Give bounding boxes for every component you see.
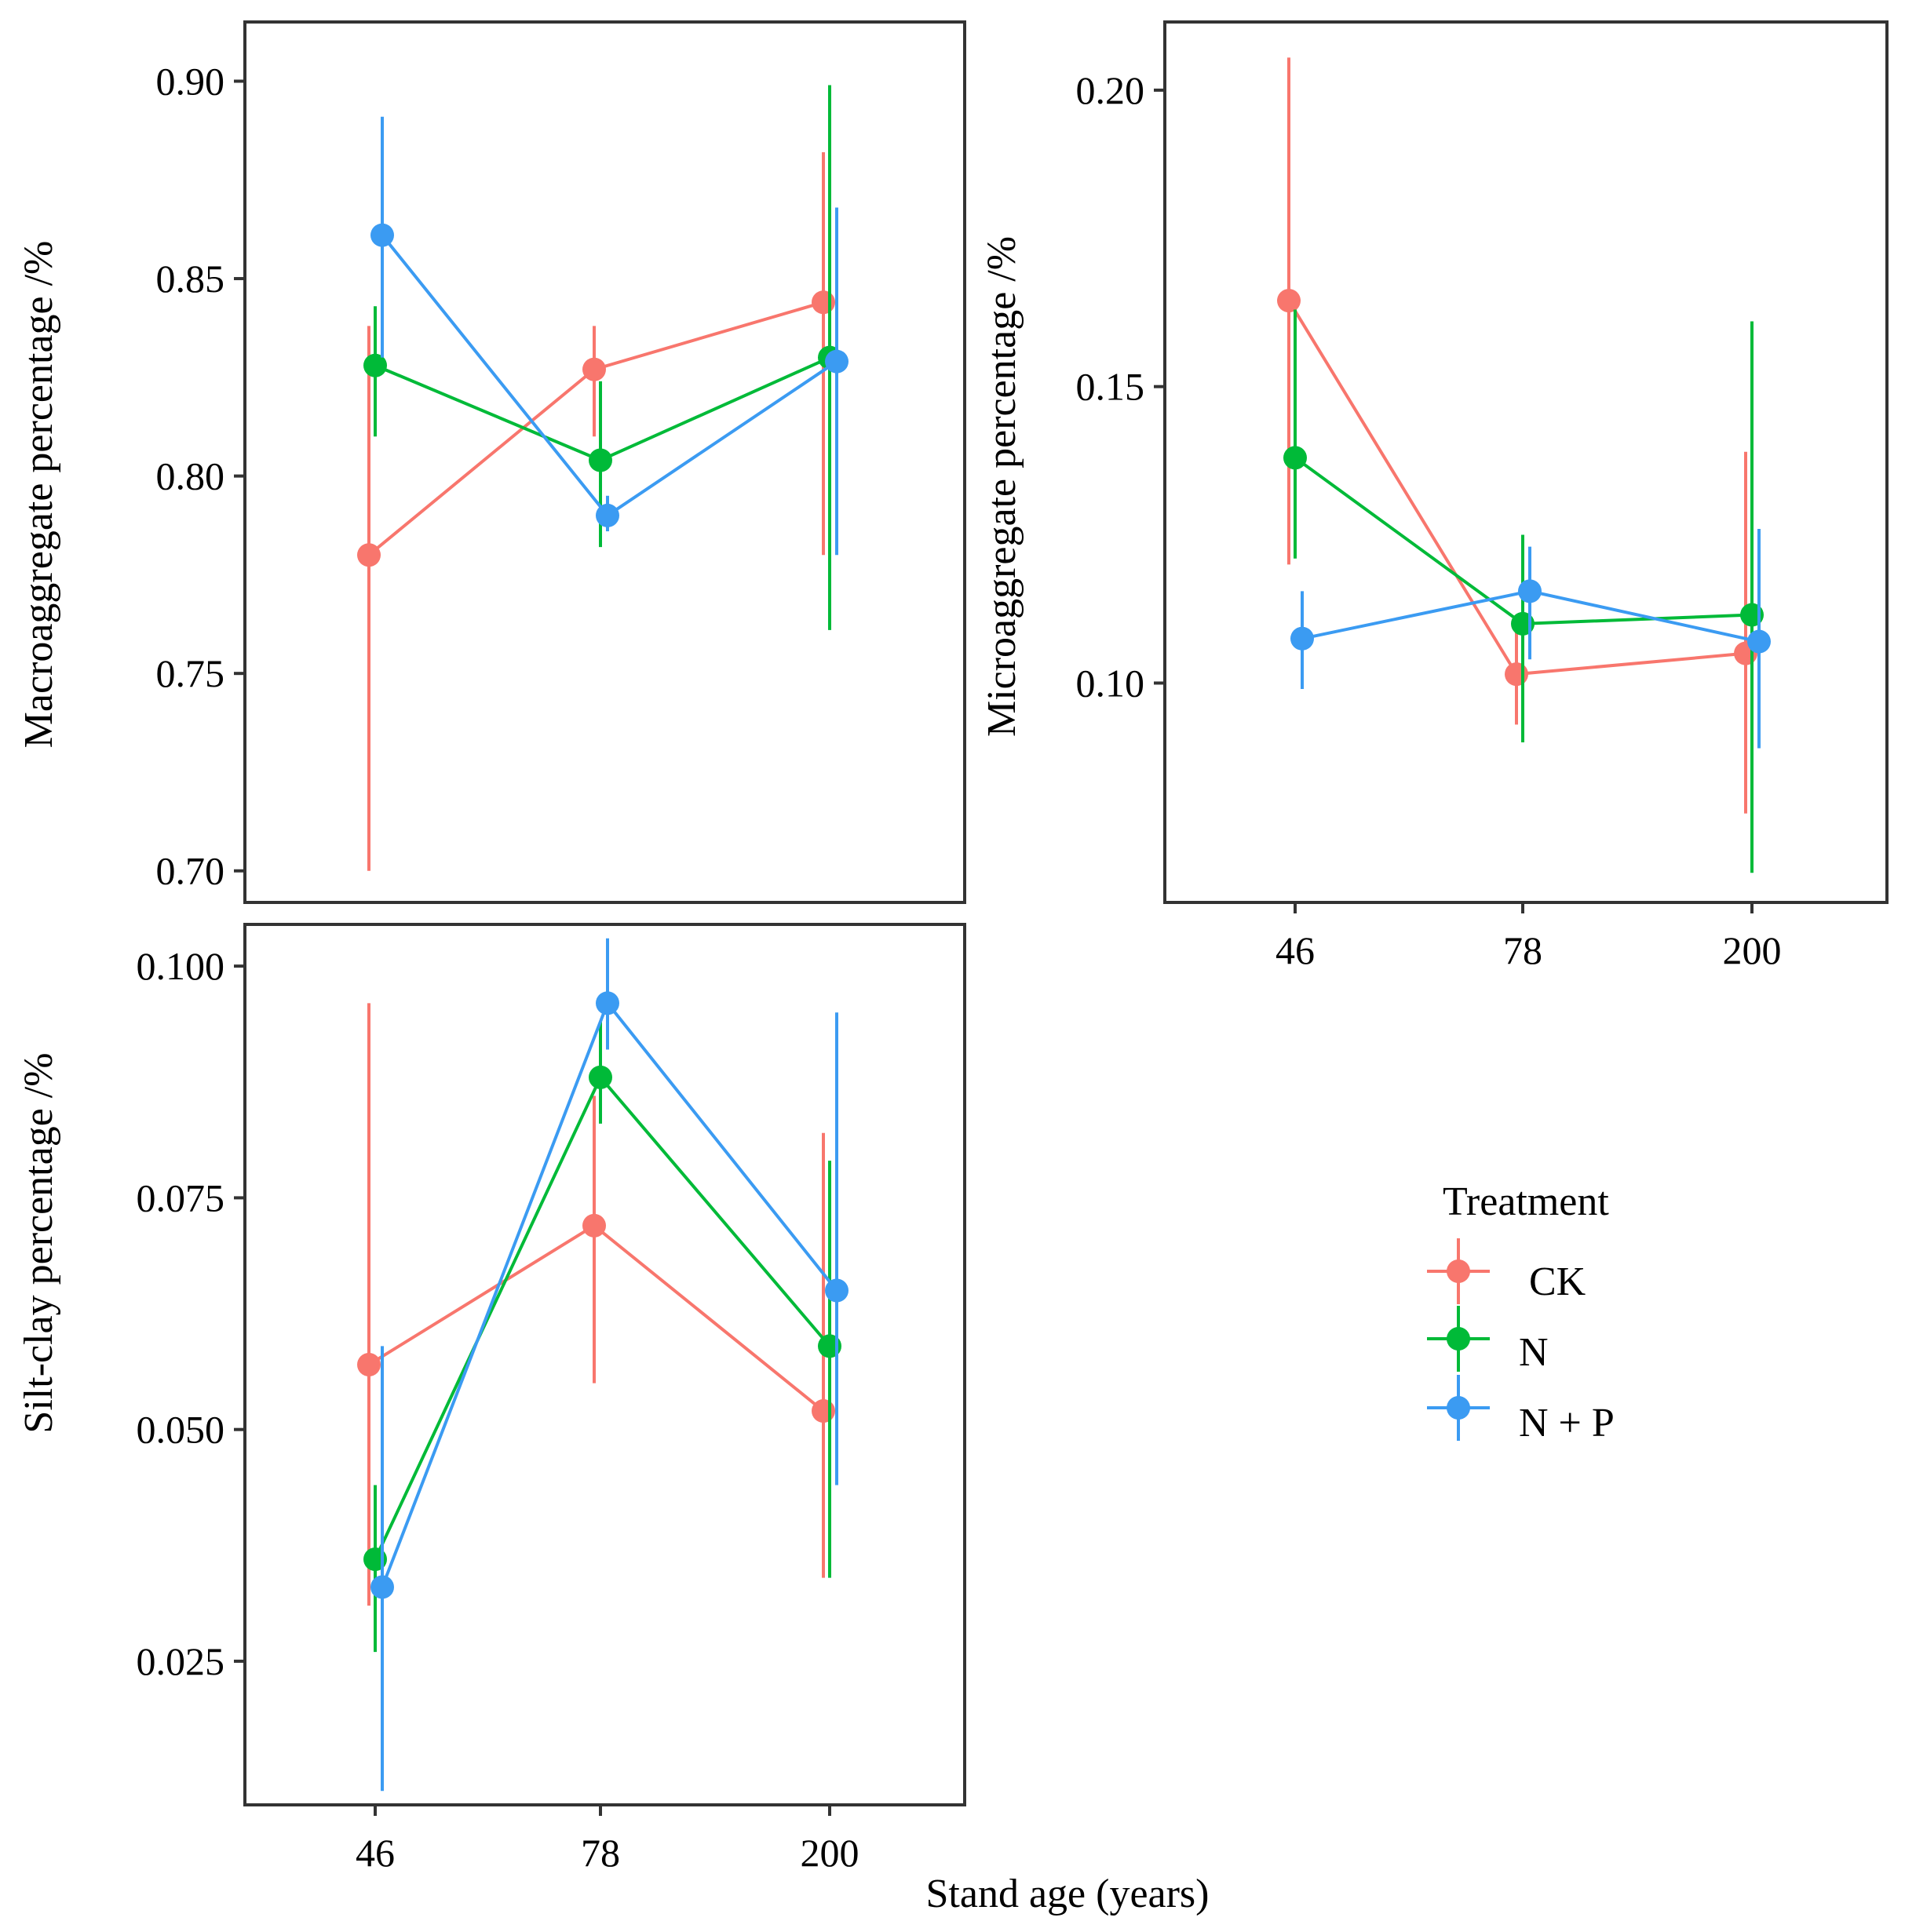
y-tick-label-macroaggregate-3: 0.85 (156, 257, 225, 301)
point-macroaggregate-n-1 (589, 448, 612, 472)
x-tick-label-silt-clay-1: 78 (581, 1831, 620, 1875)
series-macroaggregate-n (363, 85, 841, 630)
series-microaggregate-ck (1277, 57, 1757, 814)
x-tick-label-silt-clay-2: 200 (801, 1831, 859, 1875)
series-silt-clay-n (363, 1022, 841, 1653)
series-line-silt-clay-np (381, 1000, 838, 1588)
y-axis-title-microaggregate: Microaggregate percentage /% (980, 236, 1024, 737)
y-axis-title-macroaggregate: Macroaggregate percentage /% (16, 241, 61, 749)
panel-macroaggregate: Macroaggregate percentage /% 0.70 0.75 0.8… (16, 20, 966, 904)
legend-item-n: N (1427, 1306, 1549, 1375)
point-silt-clay-np-1 (596, 991, 619, 1015)
legend-key-point-np (1447, 1396, 1470, 1420)
legend-key-point-n (1447, 1327, 1470, 1351)
x-tick-label-microaggregate-1: 78 (1503, 928, 1542, 972)
y-tick-label-macroaggregate-0: 0.70 (156, 849, 225, 893)
point-silt-clay-ck-2 (812, 1399, 835, 1423)
panel-frame-microaggregate (1163, 20, 1889, 904)
y-axis-title-silt-clay: Silt-clay percentage /% (16, 1052, 61, 1433)
point-microaggregate-n-0 (1283, 446, 1307, 470)
legend-item-ck: CK (1427, 1238, 1586, 1304)
y-tick-label-microaggregate-1: 0.15 (1076, 365, 1145, 409)
y-tick-label-microaggregate-2: 0.20 (1076, 68, 1145, 112)
legend-label-n: N (1519, 1330, 1549, 1375)
x-tick-label-microaggregate-0: 46 (1275, 928, 1315, 972)
panel-silt-clay: Silt-clay percentage /% 0.025 0.050 0.075 0… (16, 923, 966, 1875)
y-tick-label-microaggregate-0: 0.10 (1076, 661, 1145, 705)
point-silt-clay-ck-0 (357, 1353, 381, 1376)
point-microaggregate-np-2 (1747, 629, 1771, 654)
series-line-silt-clay-ck (367, 1223, 825, 1413)
panel-microaggregate: Microaggregate percentage /% 0.10 0.15 0.2… (980, 20, 1889, 972)
legend-label-np: N + P (1519, 1401, 1615, 1445)
point-microaggregate-ck-1 (1505, 662, 1528, 687)
point-microaggregate-np-1 (1518, 579, 1542, 603)
point-microaggregate-np-0 (1290, 626, 1314, 651)
point-macroaggregate-np-0 (370, 223, 394, 247)
legend-label-ck: CK (1519, 1259, 1586, 1304)
legend-key-point-ck (1447, 1259, 1470, 1283)
y-tick-label-silt-clay-3: 0.100 (137, 944, 225, 988)
legend-title: Treatment (1443, 1179, 1609, 1224)
panel-frame-silt-clay (243, 923, 966, 1806)
y-tick-label-silt-clay-0: 0.025 (137, 1639, 225, 1683)
point-macroaggregate-ck-1 (582, 357, 606, 381)
series-line-macroaggregate-np (381, 234, 838, 518)
point-macroaggregate-np-2 (825, 349, 848, 374)
x-axis-title: Stand age (years) (926, 1872, 1210, 1916)
point-silt-clay-n-1 (589, 1065, 612, 1089)
point-microaggregate-ck-0 (1277, 289, 1301, 313)
point-macroaggregate-n-0 (363, 353, 387, 377)
point-macroaggregate-ck-2 (812, 290, 835, 315)
x-tick-label-microaggregate-2: 200 (1723, 928, 1782, 972)
legend-item-np: N + P (1427, 1375, 1615, 1445)
point-silt-clay-np-0 (370, 1575, 394, 1599)
series-macroaggregate-ck (357, 152, 835, 871)
series-microaggregate-np (1290, 529, 1771, 749)
series-macroaggregate-np (370, 116, 848, 556)
point-macroaggregate-np-1 (596, 503, 619, 527)
y-tick-label-silt-clay-1: 0.050 (137, 1408, 225, 1452)
legend: Treatment CK N N + P (1427, 1179, 1615, 1445)
x-tick-label-silt-clay-0: 46 (356, 1831, 395, 1875)
y-tick-label-silt-clay-2: 0.075 (137, 1176, 225, 1219)
panel-frame-macroaggregate (243, 20, 966, 904)
point-macroaggregate-ck-0 (357, 543, 381, 567)
y-tick-label-macroaggregate-2: 0.80 (156, 454, 225, 498)
point-silt-clay-ck-1 (582, 1213, 606, 1238)
point-silt-clay-np-2 (825, 1278, 848, 1303)
y-tick-label-macroaggregate-4: 0.90 (156, 59, 225, 103)
y-tick-label-macroaggregate-1: 0.75 (156, 651, 225, 695)
series-silt-clay-ck (357, 1003, 835, 1606)
series-silt-clay-np (370, 938, 848, 1792)
